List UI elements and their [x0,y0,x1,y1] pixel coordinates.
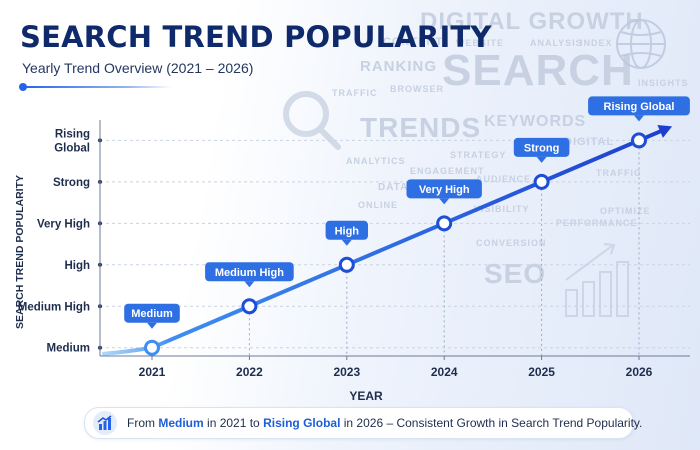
point-label: Strong [524,142,559,154]
watermark-word: TRAFFIC [332,88,378,98]
point-callout-pointer [536,156,547,163]
watermark-word: CONVERSION [476,238,547,248]
watermark-word: TRAFFIC [596,168,642,178]
watermark-word: ANALYTICS [346,156,406,166]
watermark-word: RANKING [360,58,437,75]
page-subtitle: Yearly Trend Overview (2021 – 2026) [22,60,254,76]
x-tick-label: 2024 [431,365,458,379]
watermark-word: CONTENT [383,36,444,48]
x-tick-label: 2022 [236,365,263,379]
point-callout-pointer [634,115,644,122]
data-point [436,215,453,232]
point-callout-box [588,96,690,116]
x-tick-label: 2025 [528,365,555,379]
summary-middle: in 2021 to [203,416,264,430]
point-label: Very High [419,184,470,196]
x-tick-label: 2021 [139,365,166,379]
trend-line [102,126,669,356]
point-label: Medium [131,308,173,320]
y-tick-label: Medium High [18,301,90,313]
y-axis-title: SEARCH TREND POPULARITY [14,175,26,329]
watermark-word: SEARCH [442,46,634,95]
summary-suffix: in 2026 – Consistent Growth in Search Tr… [340,416,643,430]
watermark-word: BROWSER [390,84,444,94]
trend-arrowhead [657,124,673,138]
point-callout-box [325,220,368,240]
summary-banner: From Medium in 2021 to Rising Global in … [84,407,642,439]
watermark-word: STRATEGY [450,150,507,160]
summary-end-level: Rising Global [263,416,341,430]
data-point [338,256,355,273]
watermark-word: DATA [378,182,409,193]
title-underline-dot [19,83,27,91]
point-callout-box [406,179,482,199]
point-callout-pointer [244,281,255,288]
data-point [533,173,550,190]
watermark-word: INSIGHTS [638,78,689,88]
watermark-word: DIGITAL [564,136,615,148]
point-callout-pointer [439,198,450,205]
point-callout-box [205,262,294,282]
watermark-word: SEO [484,258,547,289]
point-label: Rising Global [604,101,675,113]
data-point [241,298,258,315]
watermark-word: ENGAGEMENT [410,166,485,176]
watermark-word: AUDIENCE [476,174,532,184]
growth-chart-icon [93,411,117,435]
watermark-word: KEYWORDS [484,113,587,130]
point-callout-pointer [147,322,157,329]
point-callout-box [124,303,180,323]
y-tick-label: Strong [53,177,90,189]
data-point [144,339,160,356]
x-tick-label: 2023 [333,365,360,379]
watermark-word: OPTIMIZE [600,206,651,216]
watermark-word: PERFORMANCE [556,218,638,228]
watermark-word: WEBSITE [456,38,505,48]
watermark-word: DIGITAL GROWTH [420,8,644,35]
watermark-word: TRENDS [360,112,482,143]
point-label: Medium High [215,267,284,279]
magnifier-icon [283,91,341,150]
page-title: SEARCH TREND POPULARITY [20,20,492,54]
summary-text: From Medium in 2021 to Rising Global in … [127,416,642,430]
data-point [631,132,647,149]
y-tick-label: High [64,260,90,272]
watermark-word: ANALYSIS [530,38,583,48]
y-tick-label: Rising Global [54,128,90,154]
title-underline [22,86,172,88]
x-tick-label: 2026 [626,365,653,379]
watermark-word: VISIBILITY [474,204,530,214]
point-callout-box [513,137,570,157]
point-callout-pointer [341,239,352,246]
x-axis-title: YEAR [349,389,383,403]
growth-bars-icon [565,243,629,317]
y-tick-label: Very High [37,218,90,230]
watermark-word: INDEX [580,38,613,48]
point-label: High [335,225,360,237]
y-tick-label: Medium [47,343,90,355]
globe-icon [616,19,666,69]
summary-start-level: Medium [158,416,204,430]
watermark-word: ONLINE [358,200,399,210]
summary-prefix: From [127,416,159,430]
